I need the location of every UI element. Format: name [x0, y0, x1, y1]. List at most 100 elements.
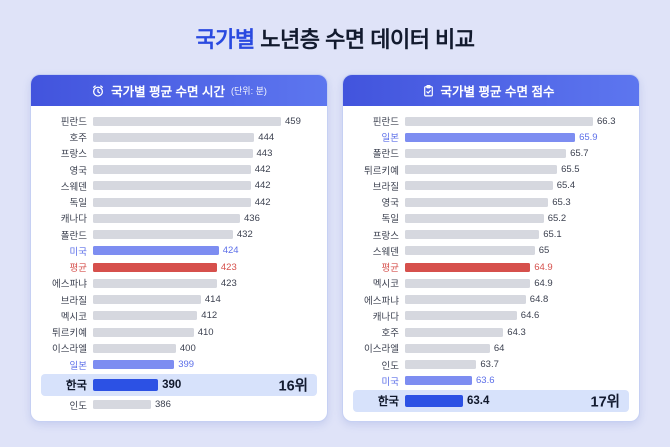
value-label: 64.3 — [507, 326, 526, 338]
country-label: 일본 — [69, 360, 87, 372]
value-bar — [93, 262, 217, 272]
value-label: 63.6 — [476, 375, 495, 387]
sleep-score-header: 국가별 평균 수면 점수 — [343, 75, 639, 106]
chart-row: 멕시코 64.9 — [353, 276, 629, 291]
value-bar — [405, 230, 540, 240]
value-bar — [93, 213, 240, 223]
sleep-duration-title: 국가별 평균 수면 시간 — [111, 85, 226, 99]
value-label: 386 — [155, 399, 171, 411]
chart-row: 멕시코 412 — [41, 309, 317, 323]
value-label: 65.3 — [552, 196, 571, 208]
chart-row: 한국 390 16위 — [41, 373, 317, 396]
value-label: 423 — [220, 261, 237, 273]
value-label: 65.7 — [570, 147, 589, 159]
value-label: 400 — [179, 342, 196, 354]
value-bar — [93, 378, 159, 391]
value-label: 64 — [493, 342, 505, 354]
chart-row: 프랑스 443 — [41, 146, 317, 161]
value-label: 64.9 — [534, 261, 553, 273]
value-label: 442 — [254, 196, 271, 208]
value-bar — [93, 197, 251, 207]
infographic-page: 국가별 노년층 수면 데이터 비교 국가별 평균 수면 시간 (단위: 분) 핀… — [30, 27, 640, 422]
value-label: 399 — [178, 359, 195, 371]
value-bar — [405, 132, 576, 142]
country-label: 평균 — [69, 263, 87, 275]
value-label: 65.1 — [543, 229, 562, 241]
country-label: 일본 — [381, 133, 399, 145]
value-label: 64.6 — [520, 310, 540, 322]
value-bar — [93, 181, 251, 191]
sleep-duration-unit: (단위: 분) — [231, 86, 267, 96]
chart-row: 캐나다 64.6 — [353, 309, 629, 323]
sleep-duration-header: 국가별 평균 수면 시간 (단위: 분) — [31, 75, 327, 106]
chart-row: 영국 442 — [41, 163, 317, 177]
chart-row: 폴란드 432 — [41, 228, 317, 242]
value-bar — [93, 165, 251, 175]
chart-row: 에스파냐 423 — [41, 276, 317, 291]
sleep-score-rows: 핀란드 66.3 일본 65.9 폴란드 65.7 튀르키예 65.5 브라질 65.4 영국 65.… — [343, 106, 639, 421]
value-bar — [93, 400, 151, 410]
country-label: 캐나다 — [60, 214, 87, 226]
value-label: 412 — [201, 310, 218, 322]
value-bar — [405, 181, 553, 191]
country-label: 한국 — [65, 379, 87, 392]
value-bar — [93, 360, 175, 370]
value-label: 65.5 — [561, 164, 580, 176]
country-label: 미국 — [69, 246, 87, 258]
chart-row: 핀란드 66.3 — [353, 114, 629, 129]
value-bar — [93, 278, 217, 288]
country-label: 에스파냐 — [364, 295, 399, 307]
value-bar — [405, 197, 549, 207]
chart-row: 인도 386 — [41, 398, 317, 412]
chart-row: 폴란드 65.7 — [353, 146, 629, 161]
country-label: 프랑스 — [372, 230, 399, 242]
value-bar — [93, 311, 198, 321]
value-bar — [405, 262, 531, 272]
chart-row: 캐나다 436 — [41, 211, 317, 226]
country-label: 이스라엘 — [364, 344, 399, 356]
chart-row: 스웨덴 65 — [353, 244, 629, 258]
chart-row: 인도 63.7 — [353, 358, 629, 372]
country-label: 멕시코 — [372, 279, 399, 291]
chart-row: 미국 63.6 — [353, 374, 629, 388]
country-label: 스웨덴 — [372, 246, 399, 258]
country-label: 브라질 — [60, 295, 87, 307]
value-bar — [405, 148, 567, 158]
value-bar — [93, 132, 255, 142]
rank-badge: 17위 — [590, 394, 620, 411]
value-label: 459 — [285, 115, 301, 127]
value-label: 444 — [258, 131, 275, 143]
value-bar — [93, 327, 194, 337]
value-label: 65.2 — [547, 212, 567, 224]
chart-row: 일본 65.9 — [353, 130, 629, 145]
page-title-highlight: 국가별 — [195, 27, 255, 52]
country-label: 미국 — [381, 376, 399, 388]
value-label: 66.3 — [597, 115, 616, 127]
value-label: 442 — [254, 180, 271, 192]
value-label: 443 — [256, 147, 273, 159]
chart-row: 영국 65.3 — [353, 195, 629, 210]
chart-row: 이스라엘 400 — [41, 341, 317, 356]
value-bar — [405, 394, 463, 407]
value-bar — [93, 230, 233, 240]
value-bar — [405, 376, 472, 386]
value-label: 65.4 — [556, 180, 576, 192]
country-label: 에스파냐 — [52, 279, 87, 291]
country-label: 한국 — [377, 395, 399, 408]
value-bar — [93, 246, 219, 256]
alarm-clock-icon — [91, 84, 105, 98]
chart-row: 독일 442 — [41, 195, 317, 210]
country-label: 프랑스 — [60, 149, 87, 161]
value-label: 64.9 — [534, 277, 553, 289]
value-bar — [405, 165, 558, 175]
value-label: 432 — [236, 229, 253, 241]
value-bar — [93, 116, 281, 126]
value-label: 63.7 — [480, 359, 499, 371]
value-bar — [405, 343, 490, 353]
country-label: 스웨덴 — [60, 181, 87, 193]
value-bar — [405, 213, 544, 223]
chart-row: 핀란드 459 — [41, 114, 317, 129]
rank-badge: 16위 — [278, 378, 308, 395]
country-label: 폴란드 — [372, 149, 399, 161]
chart-row: 튀르키예 65.5 — [353, 163, 629, 177]
